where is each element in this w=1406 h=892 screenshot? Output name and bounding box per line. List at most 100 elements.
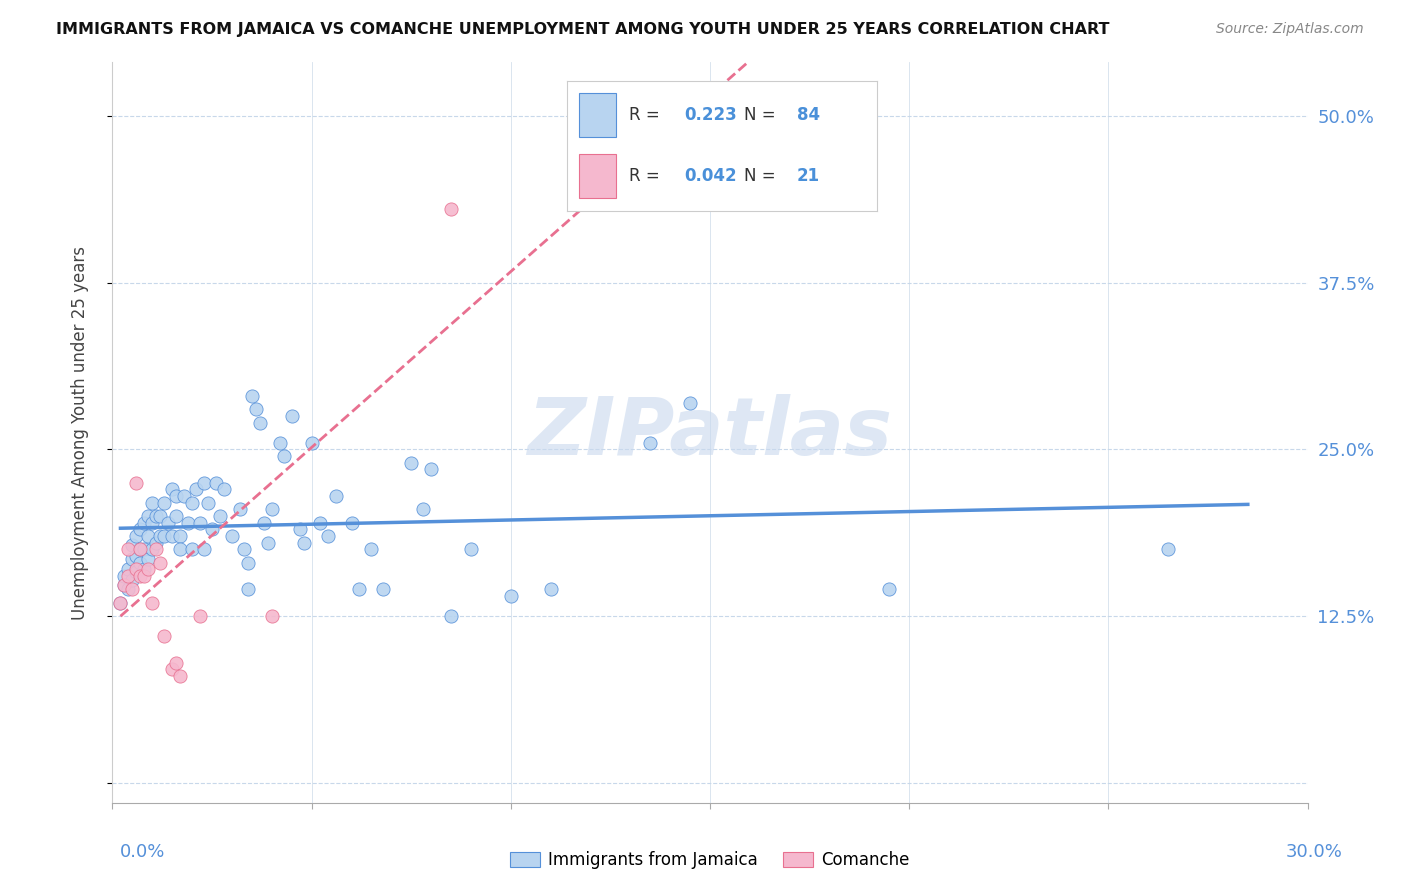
Point xyxy=(169,529,191,543)
Point xyxy=(301,435,323,450)
Point xyxy=(134,569,156,583)
Point xyxy=(121,573,143,587)
Point xyxy=(212,483,235,497)
Point xyxy=(114,578,135,592)
Point xyxy=(233,542,256,557)
Point xyxy=(129,542,152,557)
Point xyxy=(117,562,139,576)
Point xyxy=(240,389,263,403)
Point xyxy=(117,582,139,597)
Point xyxy=(125,549,148,563)
Point xyxy=(110,596,132,610)
Point xyxy=(129,542,152,557)
Point xyxy=(292,535,315,549)
Point xyxy=(260,502,283,516)
Point xyxy=(1157,542,1180,557)
Point xyxy=(360,542,382,557)
Point xyxy=(316,529,339,543)
Point xyxy=(193,542,215,557)
Point xyxy=(169,669,191,683)
Point xyxy=(245,402,267,417)
Point xyxy=(177,516,200,530)
Point xyxy=(117,569,139,583)
Point xyxy=(540,582,562,597)
Point xyxy=(145,535,167,549)
Point xyxy=(162,662,183,676)
Point xyxy=(121,582,143,597)
Point xyxy=(138,562,160,576)
Point xyxy=(188,609,211,624)
Point xyxy=(134,562,156,576)
Point xyxy=(679,395,702,409)
Text: ZIPatlas: ZIPatlas xyxy=(527,393,893,472)
Point xyxy=(141,496,163,510)
Legend: Immigrants from Jamaica, Comanche: Immigrants from Jamaica, Comanche xyxy=(503,845,917,876)
Point xyxy=(141,596,163,610)
Point xyxy=(149,529,172,543)
Point xyxy=(117,542,139,557)
Point xyxy=(499,589,522,603)
Point xyxy=(149,556,172,570)
Point xyxy=(162,483,183,497)
Point xyxy=(308,516,330,530)
Point xyxy=(138,529,160,543)
Point xyxy=(153,529,176,543)
Point xyxy=(281,409,304,423)
Point xyxy=(125,562,148,576)
Point xyxy=(157,516,180,530)
Point xyxy=(173,489,195,503)
Point xyxy=(125,475,148,490)
Point xyxy=(186,483,208,497)
Point xyxy=(229,502,252,516)
Point xyxy=(134,516,156,530)
Point xyxy=(138,551,160,566)
Point xyxy=(209,508,232,523)
Point xyxy=(349,582,371,597)
Point xyxy=(197,496,219,510)
Point xyxy=(162,529,183,543)
Point xyxy=(640,435,662,450)
Text: Source: ZipAtlas.com: Source: ZipAtlas.com xyxy=(1216,22,1364,37)
Point xyxy=(412,502,434,516)
Point xyxy=(149,508,172,523)
Text: IMMIGRANTS FROM JAMAICA VS COMANCHE UNEMPLOYMENT AMONG YOUTH UNDER 25 YEARS CORR: IMMIGRANTS FROM JAMAICA VS COMANCHE UNEM… xyxy=(56,22,1109,37)
Point xyxy=(129,556,152,570)
Point xyxy=(193,475,215,490)
Point xyxy=(257,535,280,549)
Point xyxy=(129,569,152,583)
Point xyxy=(114,578,135,592)
Point xyxy=(153,496,176,510)
Point xyxy=(141,542,163,557)
Point xyxy=(260,609,283,624)
Point xyxy=(236,556,259,570)
Point xyxy=(205,475,228,490)
Point xyxy=(165,508,187,523)
Point xyxy=(420,462,443,476)
Point xyxy=(273,449,295,463)
Point xyxy=(141,516,163,530)
Point xyxy=(325,489,347,503)
Point xyxy=(249,416,271,430)
Point xyxy=(121,551,143,566)
Point xyxy=(165,656,187,670)
Point xyxy=(373,582,395,597)
Point xyxy=(288,522,311,536)
Point xyxy=(125,529,148,543)
Point xyxy=(460,542,482,557)
Point xyxy=(440,202,463,217)
Point xyxy=(125,565,148,579)
Point xyxy=(138,508,160,523)
Point xyxy=(134,542,156,557)
Point xyxy=(236,582,259,597)
Point xyxy=(129,522,152,536)
Point xyxy=(879,582,901,597)
Point xyxy=(340,516,363,530)
Point xyxy=(181,496,204,510)
Point xyxy=(114,569,135,583)
Point xyxy=(121,538,143,552)
Point xyxy=(269,435,291,450)
Text: 30.0%: 30.0% xyxy=(1286,843,1343,861)
Point xyxy=(181,542,204,557)
Point xyxy=(153,629,176,643)
Point xyxy=(110,596,132,610)
